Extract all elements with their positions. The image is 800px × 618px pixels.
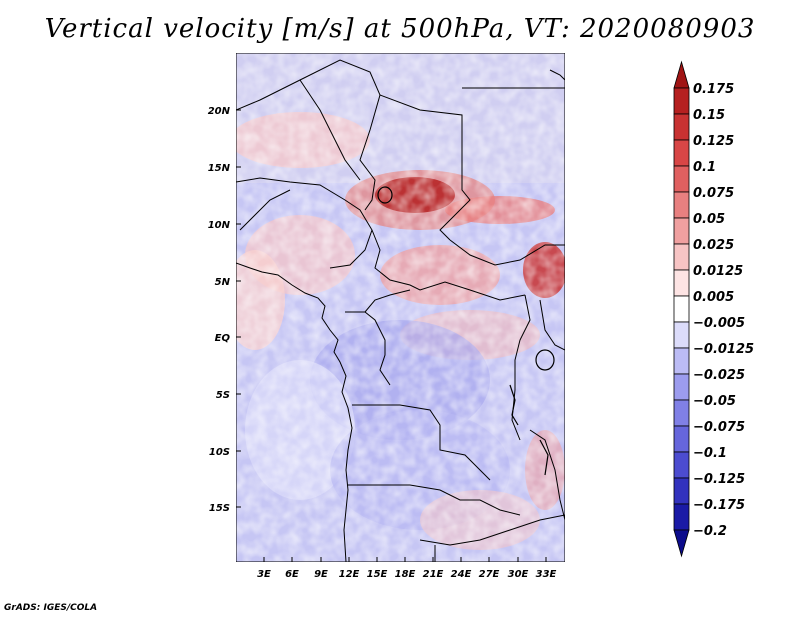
border-malawi bbox=[529, 429, 565, 521]
colorbar-segment bbox=[673, 373, 690, 401]
plot-title: Vertical velocity [m/s] at 500hPa, VT: 2… bbox=[44, 14, 756, 44]
lat-tick-label: 10S bbox=[209, 447, 230, 458]
longitude-axis: 3E 6E 9E 12E 15E 18E 21E 24E 27E 30E 33E bbox=[257, 557, 557, 580]
colorbar-segment bbox=[673, 529, 690, 558]
colorbar-label: −0.025 bbox=[693, 368, 745, 383]
colorbar-segment bbox=[673, 87, 690, 115]
colorbar-label: −0.1 bbox=[693, 446, 727, 461]
colorbar-label: −0.125 bbox=[693, 472, 745, 487]
border-nile-delta bbox=[549, 69, 565, 81]
lake-victoria bbox=[535, 349, 555, 371]
colorbar-label: 0.025 bbox=[693, 238, 734, 253]
border-uganda-kenya bbox=[539, 299, 565, 351]
colorbar-label: −0.05 bbox=[693, 394, 736, 409]
colorbar-label: −0.005 bbox=[693, 316, 745, 331]
border-sudan-south bbox=[449, 239, 565, 266]
colorbar-segment bbox=[673, 191, 690, 219]
border-nigeria bbox=[236, 177, 373, 269]
border-angola-drc bbox=[352, 404, 491, 481]
latitude-axis: 20N 15N 10N 5N EQ 5S 10S 15S bbox=[208, 106, 241, 514]
colorbar-label: −0.0125 bbox=[693, 342, 754, 357]
lon-tick-label: 30E bbox=[508, 569, 529, 580]
map-panel bbox=[236, 53, 565, 562]
colorbar-label: 0.1 bbox=[693, 160, 716, 175]
lake-chad bbox=[377, 186, 393, 204]
colorbar-segment bbox=[673, 217, 690, 245]
lat-tick-label: 5N bbox=[215, 277, 231, 288]
colorbar-label: 0.075 bbox=[693, 186, 734, 201]
colorbar-label: 0.125 bbox=[693, 134, 734, 149]
credit-label: GrADS: IGES/COLA bbox=[4, 603, 98, 613]
colorbar-segment bbox=[673, 399, 690, 427]
colorbar-segment bbox=[673, 165, 690, 193]
border-benin bbox=[239, 189, 291, 231]
lat-tick-label: EQ bbox=[215, 333, 231, 344]
colorbar-label: 0.15 bbox=[693, 108, 725, 123]
lon-tick-label: 12E bbox=[339, 569, 360, 580]
colorbar-segment bbox=[673, 321, 690, 349]
lakes bbox=[377, 186, 555, 476]
border-car bbox=[371, 229, 526, 301]
colorbar-segment bbox=[673, 113, 690, 141]
colorbar: 0.175 0.15 0.125 0.1 0.075 0.05 0.025 0.0125 0.0… bbox=[673, 60, 754, 558]
colorbar-segment bbox=[673, 477, 690, 505]
lon-tick-label: 24E bbox=[451, 569, 472, 580]
colorbar-label: −0.075 bbox=[693, 420, 745, 435]
lon-tick-label: 9E bbox=[314, 569, 328, 580]
lat-tick-label: 10N bbox=[208, 220, 231, 231]
colorbar-segment bbox=[673, 243, 690, 271]
colorbar-label: 0.005 bbox=[693, 290, 734, 305]
border-mali-niger bbox=[299, 79, 361, 181]
lat-tick-label: 15N bbox=[208, 163, 231, 174]
field-texture bbox=[236, 53, 565, 562]
colorbar-segment bbox=[673, 269, 690, 297]
lat-tick-label: 15S bbox=[209, 503, 230, 514]
lon-tick-label: 6E bbox=[285, 569, 299, 580]
colorbar-segment bbox=[673, 295, 690, 323]
colorbar-segment bbox=[673, 60, 690, 89]
colorbar-label: 0.175 bbox=[693, 82, 734, 97]
lon-tick-label: 33E bbox=[536, 569, 557, 580]
lat-tick-label: 5S bbox=[216, 390, 230, 401]
border-angola-zambia bbox=[348, 484, 521, 516]
colorbar-segment bbox=[673, 347, 690, 375]
colorbar-segment bbox=[673, 503, 690, 531]
lon-tick-label: 18E bbox=[395, 569, 416, 580]
border-drc-east bbox=[511, 294, 531, 441]
lat-tick-label: 20N bbox=[208, 106, 231, 117]
country-borders bbox=[236, 59, 565, 562]
lon-tick-label: 3E bbox=[257, 569, 271, 580]
lon-tick-label: 15E bbox=[367, 569, 388, 580]
colorbar-label: −0.175 bbox=[693, 498, 745, 513]
lon-tick-label: 27E bbox=[479, 569, 500, 580]
colorbar-segment bbox=[673, 139, 690, 167]
lon-tick-label: 21E bbox=[423, 569, 444, 580]
colorbar-segment bbox=[673, 425, 690, 453]
lake-malawi bbox=[539, 439, 549, 476]
lake-tanganyika bbox=[509, 384, 519, 426]
colorbar-label: −0.2 bbox=[693, 524, 727, 539]
colorbar-segment bbox=[673, 451, 690, 479]
border-chad-sudan bbox=[379, 94, 471, 241]
colorbar-label: 0.0125 bbox=[693, 264, 743, 279]
border-cameroon-south bbox=[364, 289, 411, 313]
colorbar-label: 0.05 bbox=[693, 212, 725, 227]
coastline bbox=[236, 262, 353, 562]
border-namibia bbox=[419, 514, 565, 546]
